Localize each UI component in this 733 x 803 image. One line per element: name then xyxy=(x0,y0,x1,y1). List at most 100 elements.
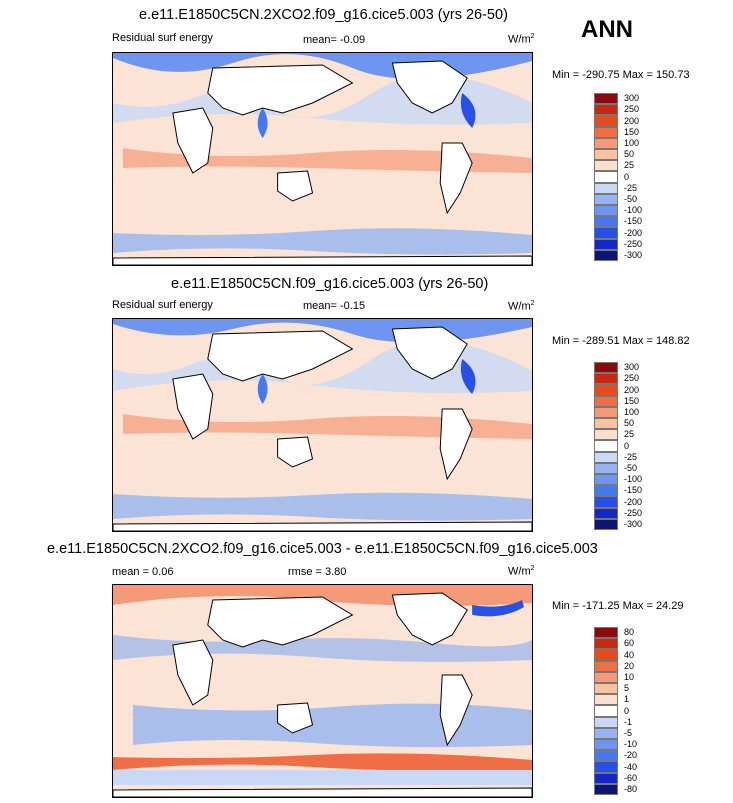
colorbar-swatch xyxy=(594,395,618,407)
panel-2-variable-label: Residual surf energy xyxy=(112,299,213,311)
colorbar-swatch xyxy=(594,238,618,250)
panel-1-mean-label: mean= -0.09 xyxy=(303,34,366,46)
panel-2-mean-label: mean= -0.15 xyxy=(303,300,366,312)
colorbar-tick-label: -40 xyxy=(624,761,638,772)
colorbar-tick-label: 0 xyxy=(624,440,630,451)
colorbar-swatch xyxy=(594,182,618,194)
colorbar-tick-label: -20 xyxy=(624,750,638,761)
colorbar-swatch xyxy=(594,362,618,374)
colorbar-swatch xyxy=(594,649,618,661)
colorbar-tick-label: -200 xyxy=(624,227,643,238)
panel-1-variable-label: Residual surf energy xyxy=(112,32,213,44)
colorbar-swatch xyxy=(594,451,618,463)
colorbar-swatch xyxy=(594,683,618,695)
panel-1-map-svg xyxy=(113,53,532,265)
colorbar-swatch xyxy=(594,660,618,672)
panel-1-title: e.e11.E1850C5CN.2XCO2.f09_g16.cice5.003 … xyxy=(139,7,508,23)
colorbar-swatch xyxy=(594,462,618,474)
colorbar-swatch xyxy=(594,485,618,497)
panel-3-minmax-label: Min = -171.25 Max = 24.29 xyxy=(552,600,684,612)
colorbar-tick-label: 100 xyxy=(624,406,640,417)
colorbar-tick-label: -5 xyxy=(624,727,633,738)
colorbar-swatch xyxy=(594,694,618,706)
panel-2-units-label: W/m2 xyxy=(508,300,535,313)
colorbar-tick-label: 5 xyxy=(624,683,630,694)
colorbar-swatch xyxy=(594,126,618,138)
colorbar-swatch xyxy=(594,750,618,762)
colorbar-swatch xyxy=(594,716,618,728)
colorbar-tick-label: 300 xyxy=(624,93,640,104)
colorbar-swatch xyxy=(594,115,618,127)
panel-3-units-label: W/m2 xyxy=(508,565,535,578)
colorbar-swatch xyxy=(594,227,618,239)
colorbar-tick-label: 40 xyxy=(624,649,635,660)
colorbar-tick-label: 200 xyxy=(624,115,640,126)
colorbar-swatch xyxy=(594,406,618,418)
colorbar-tick-label: 25 xyxy=(624,429,635,440)
colorbar-tick-label: -100 xyxy=(624,205,643,216)
panel-3-mean-label: mean = 0.06 xyxy=(112,566,174,578)
panel-1-units-label: W/m2 xyxy=(508,33,535,46)
colorbar-tick-label: -1 xyxy=(624,716,633,727)
panel-1-colorbar: 300 250 200 150 100 50 25 0 -25 -50 -100 -150 -200 -2… xyxy=(594,93,674,261)
colorbar-tick-label: -300 xyxy=(624,518,643,529)
colorbar-swatch xyxy=(594,783,618,795)
colorbar-swatch xyxy=(594,761,618,773)
colorbar-tick-label: -150 xyxy=(624,485,643,496)
colorbar-swatch xyxy=(594,705,618,717)
panel-3-title: e.e11.E1850C5CN.2XCO2.f09_g16.cice5.003 … xyxy=(47,541,598,557)
colorbar-tick-label: 250 xyxy=(624,373,640,384)
colorbar-swatch xyxy=(594,193,618,205)
colorbar-swatch xyxy=(594,772,618,784)
colorbar-tick-label: -200 xyxy=(624,496,643,507)
colorbar-tick-label: -100 xyxy=(624,474,643,485)
colorbar-swatch xyxy=(594,440,618,452)
colorbar-tick-label: -50 xyxy=(624,462,638,473)
colorbar-tick-label: -250 xyxy=(624,507,643,518)
colorbar-swatch xyxy=(594,627,618,639)
panel-2-minmax-label: Min = -289.51 Max = 148.82 xyxy=(552,335,690,347)
colorbar-swatch xyxy=(594,249,618,261)
colorbar-tick-label: 150 xyxy=(624,126,640,137)
panel-3-colorbar: 80 60 40 20 10 5 1 0 -1 -5 -10 -20 -40 -60 -80 xyxy=(594,627,674,795)
colorbar-tick-label: 0 xyxy=(624,171,630,182)
panel-2-colorbar: 300 250 200 150 100 50 25 0 -25 -50 -100 -150 -200 -2… xyxy=(594,362,674,530)
colorbar-tick-label: -50 xyxy=(624,193,638,204)
colorbar-swatch xyxy=(594,474,618,486)
panel-2-title: e.e11.E1850C5CN.f09_g16.cice5.003 (yrs 2… xyxy=(171,276,489,292)
colorbar-tick-label: -150 xyxy=(624,216,643,227)
panel-3-map xyxy=(112,584,533,798)
colorbar-swatch xyxy=(594,518,618,530)
colorbar-tick-label: 250 xyxy=(624,104,640,115)
colorbar-swatch xyxy=(594,149,618,161)
colorbar-tick-label: 100 xyxy=(624,137,640,148)
panel-3-map-svg xyxy=(113,585,532,797)
colorbar-swatch xyxy=(594,216,618,228)
colorbar-swatch xyxy=(594,429,618,441)
colorbar-swatch xyxy=(594,739,618,751)
colorbar-swatch xyxy=(594,638,618,650)
colorbar-swatch xyxy=(594,93,618,105)
colorbar-swatch xyxy=(594,384,618,396)
colorbar-tick-label: 1 xyxy=(624,694,630,705)
panel-2-map-svg xyxy=(113,319,532,531)
panel-2-map xyxy=(112,318,533,532)
colorbar-swatch xyxy=(594,727,618,739)
colorbar-tick-label: 0 xyxy=(624,705,630,716)
colorbar-tick-label: -80 xyxy=(624,783,638,794)
season-label: ANN xyxy=(581,16,633,43)
colorbar-tick-label: 50 xyxy=(624,149,635,160)
colorbar-tick-label: -10 xyxy=(624,739,638,750)
colorbar-swatch xyxy=(594,137,618,149)
colorbar-tick-label: 10 xyxy=(624,671,635,682)
colorbar-swatch xyxy=(594,205,618,217)
colorbar-tick-label: 50 xyxy=(624,418,635,429)
colorbar-tick-label: -25 xyxy=(624,451,638,462)
colorbar-tick-label: -250 xyxy=(624,238,643,249)
colorbar-tick-label: 150 xyxy=(624,395,640,406)
colorbar-tick-label: -300 xyxy=(624,249,643,260)
colorbar-swatch xyxy=(594,104,618,116)
panel-1-map xyxy=(112,52,533,266)
colorbar-tick-label: 25 xyxy=(624,160,635,171)
colorbar-swatch xyxy=(594,507,618,519)
